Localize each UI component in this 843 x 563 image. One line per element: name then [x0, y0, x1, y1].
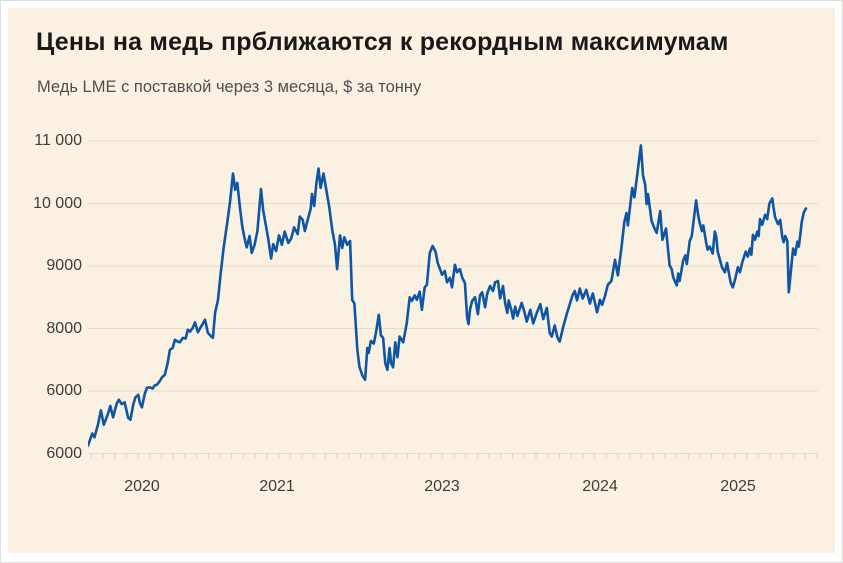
copper-price-line: [88, 144, 808, 447]
price-line-chart: [88, 140, 818, 459]
y-axis-label: 11 000: [34, 132, 82, 149]
chart-title: Цены на медь прближаются к рекордным мак…: [36, 28, 729, 56]
y-axis: 11 000 10 000 9000 8000 6000 6000: [8, 8, 82, 553]
x-axis-label: 2021: [259, 478, 295, 495]
x-axis-label: 2020: [124, 478, 160, 495]
y-axis-label: 8000: [46, 320, 82, 337]
x-axis: 2020 2021 2023 2024 2025: [8, 8, 835, 553]
x-axis-label: 2023: [424, 478, 460, 495]
y-axis-label: 10 000: [33, 195, 82, 212]
y-axis-label: 6000: [46, 382, 82, 399]
y-axis-label: 9000: [46, 257, 82, 274]
chart-subtitle: Медь LME с поставкой через 3 месяца, $ з…: [37, 78, 422, 96]
x-axis-label: 2024: [582, 478, 618, 495]
y-axis-label: 6000: [46, 445, 82, 462]
chart-card: Цены на медь прближаются к рекордным мак…: [8, 8, 835, 553]
x-axis-label: 2025: [720, 478, 756, 495]
